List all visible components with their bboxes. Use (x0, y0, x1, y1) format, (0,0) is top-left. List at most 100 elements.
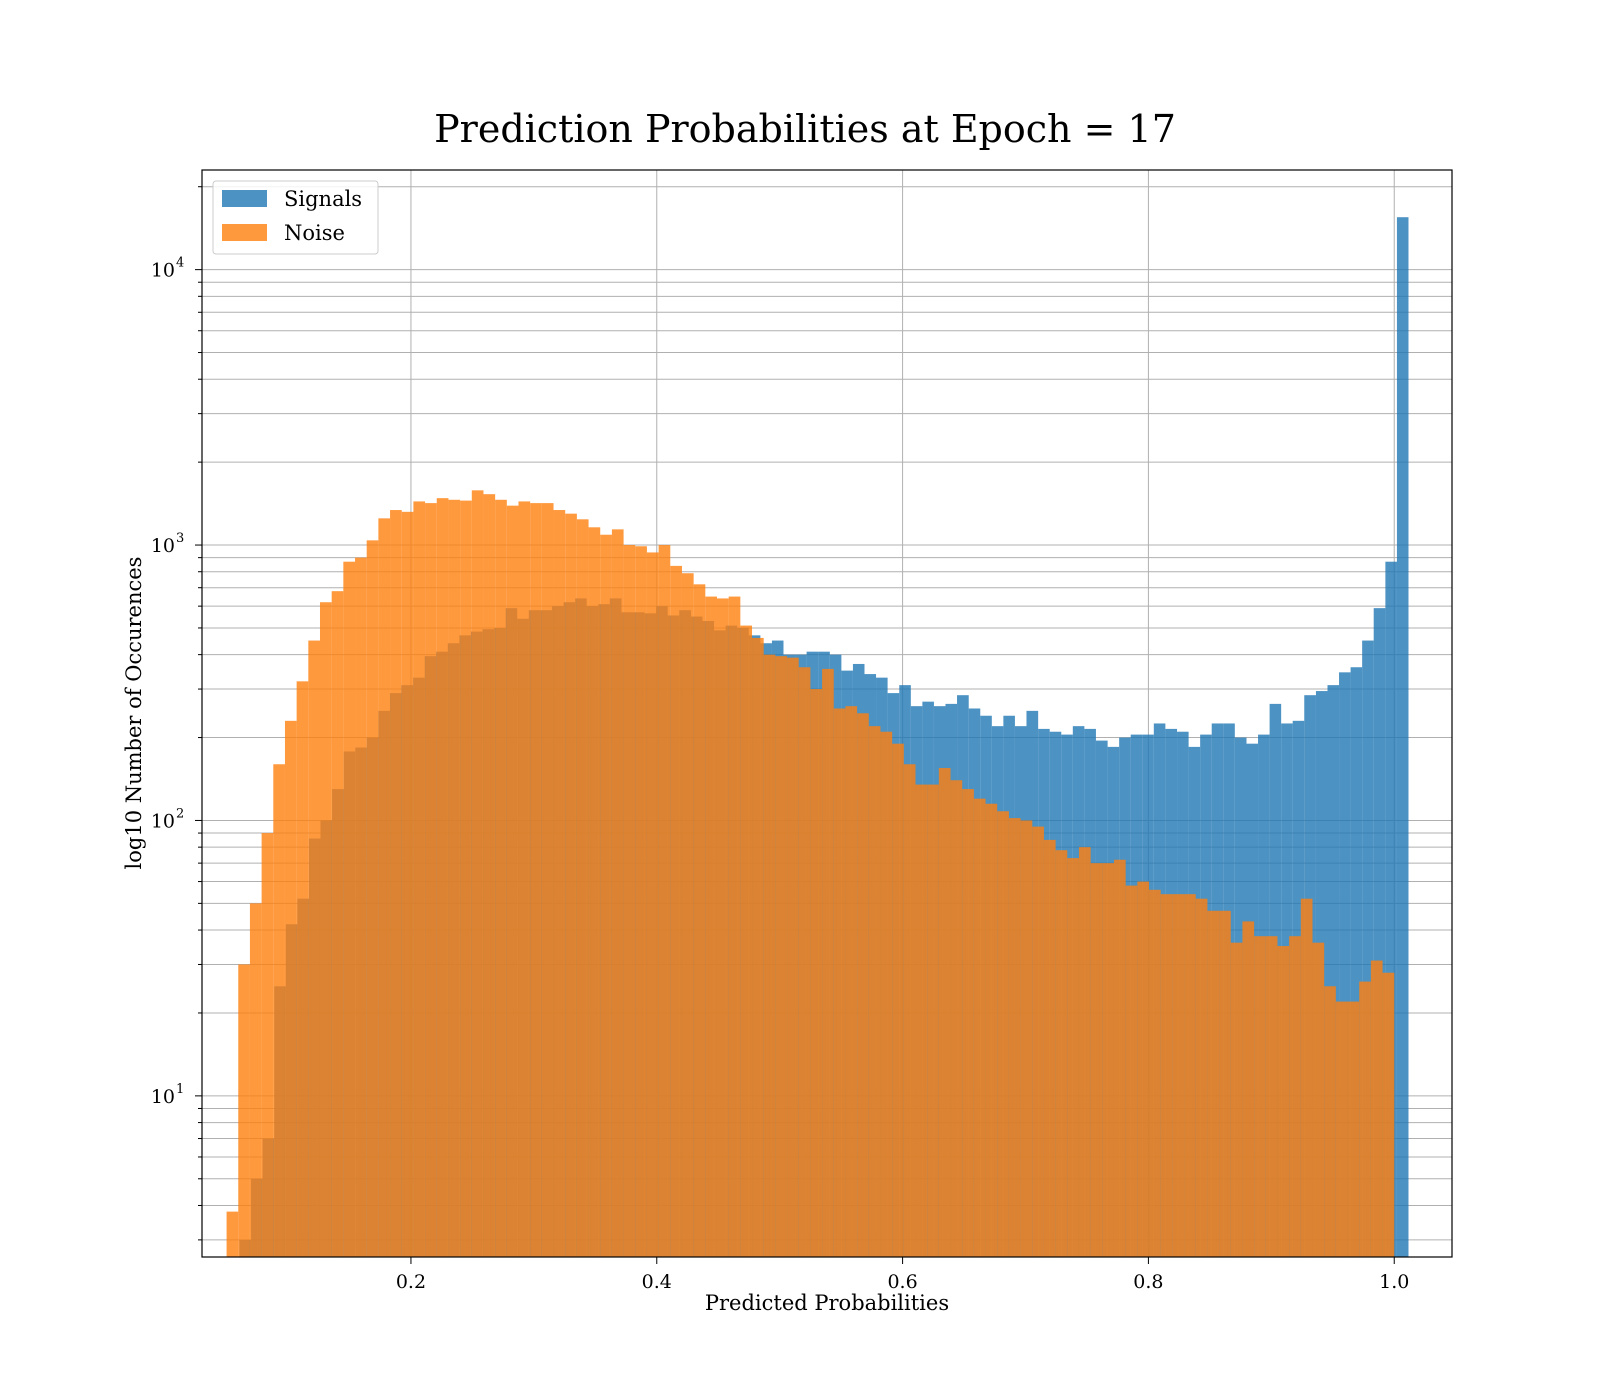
histogram-bar (600, 534, 612, 1257)
histogram-bar (308, 640, 320, 1257)
histogram-bar (892, 743, 904, 1257)
histogram-bar (880, 731, 893, 1257)
histogram-bar (296, 681, 309, 1257)
histogram-bar (1149, 889, 1161, 1257)
histogram-bar (576, 519, 589, 1257)
histogram-bar (1113, 859, 1126, 1257)
histogram-bar (1362, 640, 1374, 1257)
histogram-bar (845, 706, 858, 1257)
histogram-bar (343, 561, 356, 1257)
bars (226, 217, 1409, 1257)
histogram-bar (973, 798, 986, 1257)
y-tick-label: 10 (151, 810, 175, 832)
histogram-bar (1277, 946, 1290, 1257)
histogram-bar (1289, 936, 1301, 1257)
histogram-bar (261, 833, 274, 1257)
histogram-bar (1090, 863, 1103, 1257)
histogram-bar (1350, 667, 1363, 1257)
histogram-bar (495, 499, 507, 1257)
legend-label-noise: Noise (284, 221, 345, 245)
histogram-bar (541, 503, 554, 1257)
histogram-bar (471, 490, 484, 1257)
histogram-bar (319, 602, 332, 1257)
histogram-bar (658, 545, 671, 1257)
histogram-bar (401, 511, 414, 1257)
histogram-bar (1102, 863, 1114, 1257)
histogram-bar (249, 903, 262, 1257)
histogram-bar (425, 503, 437, 1257)
x-tick-label: 0.4 (642, 1271, 672, 1293)
x-tick-label: 0.8 (1133, 1271, 1163, 1293)
histogram-bar (1172, 894, 1185, 1257)
x-tick-label: 0.6 (887, 1271, 917, 1293)
histogram-bar (1230, 942, 1243, 1257)
histogram-bar (903, 764, 916, 1257)
histogram-bar (1067, 858, 1079, 1257)
histogram-bar (985, 803, 998, 1257)
histogram-bar (646, 552, 659, 1257)
histogram-bar (611, 529, 624, 1257)
histogram-bar (1324, 986, 1336, 1257)
histogram-bar (413, 501, 426, 1257)
x-tick-label: 0.2 (396, 1271, 426, 1293)
histogram-bar (798, 667, 811, 1257)
x-axis-label: Predicted Probabilities (705, 1291, 949, 1315)
histogram-bar (1382, 972, 1395, 1257)
y-tick-exponent: 4 (176, 256, 184, 271)
legend-swatch-noise (222, 224, 267, 241)
histogram-bar (1207, 910, 1220, 1257)
histogram-bar (1254, 936, 1266, 1257)
histogram-bar (868, 726, 881, 1257)
series-noise (226, 490, 1395, 1257)
histogram-bar (1008, 818, 1021, 1257)
histogram-bar (518, 501, 531, 1257)
legend-swatch-signals (222, 190, 267, 207)
histogram-bar (1020, 820, 1033, 1257)
histogram-bar (1396, 217, 1409, 1257)
histogram-bar (705, 596, 717, 1257)
x-tick-label: 1.0 (1379, 1271, 1409, 1293)
histogram-bar (238, 964, 250, 1257)
histogram-bar (1385, 561, 1397, 1257)
histogram-bar (740, 625, 753, 1257)
histogram-bar (273, 764, 285, 1257)
histogram-bar (962, 789, 974, 1257)
legend: Signals Noise (212, 180, 379, 255)
histogram-bar (1055, 850, 1068, 1257)
histogram-bar (331, 591, 344, 1257)
histogram-bar (483, 494, 496, 1257)
histogram-bar (1219, 910, 1231, 1257)
histogram-bar (716, 598, 729, 1257)
y-tick-exponent: 2 (176, 806, 184, 821)
histogram-bar (623, 545, 636, 1257)
histogram-bar (436, 498, 449, 1257)
x-ticks: 0.2 0.4 0.6 0.8 1.0 (396, 1257, 1409, 1293)
plot-frame (201, 169, 1453, 1258)
y-axis-label: log10 Number of Occurences (122, 557, 146, 870)
y-tick-exponent: 3 (176, 531, 184, 546)
histogram-bar (355, 557, 367, 1257)
histogram-bar (390, 510, 402, 1257)
y-tick-label: 10 (151, 1086, 175, 1108)
histogram-bar (366, 540, 379, 1257)
histogram-bar (1347, 1001, 1360, 1257)
histogram-bar (775, 656, 788, 1257)
histogram-bar (681, 573, 694, 1257)
histogram-bar (448, 499, 461, 1257)
histogram-bar (752, 637, 764, 1257)
histogram-bar (506, 505, 519, 1257)
histogram-bar (1300, 898, 1313, 1257)
histogram-bar (1373, 608, 1386, 1257)
histogram-bar (565, 513, 577, 1257)
histogram-bar (553, 510, 566, 1257)
histogram-bar (833, 708, 846, 1257)
histogram-bar (915, 784, 928, 1257)
histogram-bar (763, 654, 776, 1257)
histogram-bar (1327, 685, 1340, 1257)
histogram-bar (284, 720, 297, 1257)
histogram-bar (1339, 672, 1351, 1257)
histogram-bar (1265, 936, 1278, 1257)
histogram-bar (1312, 942, 1325, 1257)
histogram-bar (635, 546, 647, 1257)
